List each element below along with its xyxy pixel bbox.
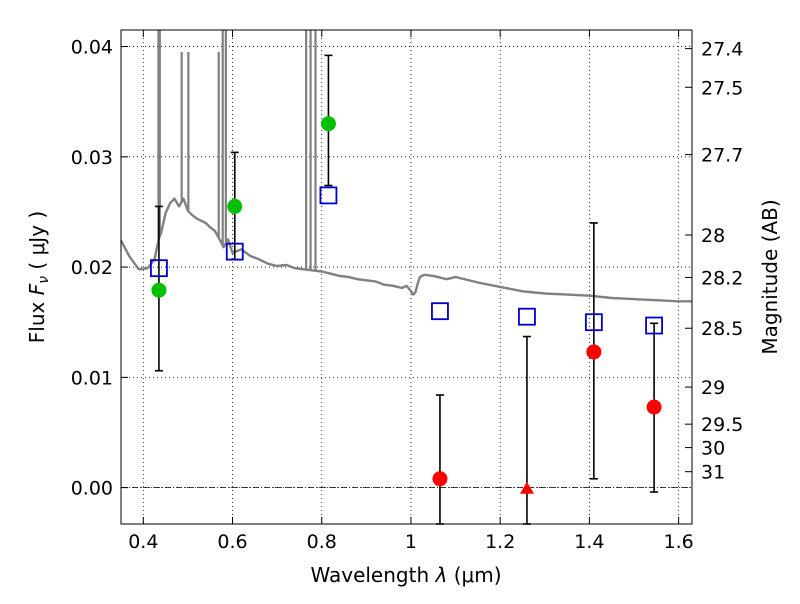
data-point-circle — [227, 198, 243, 214]
axis-layer: 0.4 0.6 0.8 1 1.2 1.4 1.6 0.00 0.01 0.02 0.03 0.04 2… — [71, 30, 743, 553]
marker-layer — [150, 54, 663, 525]
y2-tick-label: 30 — [701, 438, 725, 460]
y2-tick-label: 28.2 — [701, 268, 743, 290]
y-tick-label: 0.04 — [71, 37, 113, 59]
plot-frame — [120, 29, 693, 525]
data-point-square — [645, 316, 663, 335]
model-layer — [119, 30, 692, 303]
x-tick-label: 0.4 — [128, 531, 158, 553]
y2-tick-label: 28 — [701, 225, 725, 247]
y-tick-label: 0.00 — [71, 478, 113, 500]
y-axis-label-unit: ( μJy ) — [25, 211, 49, 270]
y-axis-label-word: Flux — [25, 301, 49, 343]
y-tick-label: 0.03 — [71, 147, 113, 169]
x-axis-label: Wavelength λ (μm) — [310, 563, 501, 587]
data-point-circle — [646, 399, 662, 415]
grid-layer — [121, 30, 692, 524]
data-point-circle — [586, 344, 602, 360]
x-tick-label: 0.6 — [217, 531, 247, 553]
data-point-triangle — [519, 481, 534, 494]
data-point-circle — [320, 116, 336, 132]
y-axis-label: Flux Fν ( μJy ) — [25, 211, 52, 343]
data-point-square — [150, 259, 168, 278]
data-point-circle — [151, 282, 167, 298]
y-tick-label: 0.02 — [71, 257, 113, 279]
x-axis-label-symbol: λ — [435, 563, 448, 587]
model-spectrum-line — [119, 197, 692, 303]
x-axis-label-unit: (μm) — [454, 563, 502, 587]
x-tick-label: 1.2 — [485, 531, 515, 553]
data-point-square — [319, 186, 338, 205]
x-axis-label-word: Wavelength — [310, 563, 429, 587]
y-axis-label-symbol: F — [25, 283, 49, 295]
data-point-square — [431, 302, 449, 321]
x-tick-label: 0.8 — [307, 531, 337, 553]
y2-tick-label: 28.5 — [701, 318, 743, 340]
x-tick-label: 1.6 — [664, 531, 694, 553]
data-point-square — [518, 307, 536, 326]
y2-tick-label: 31 — [701, 462, 725, 484]
y2-tick-label: 29.5 — [701, 414, 743, 436]
y-axis-label-subscript: ν — [36, 276, 52, 284]
y2-tick-label: 27.7 — [701, 145, 743, 167]
x-tick-label: 1 — [405, 531, 417, 553]
data-point-circle — [432, 471, 448, 487]
y-tick-label: 0.01 — [71, 367, 113, 389]
y2-tick-label: 27.5 — [701, 77, 743, 99]
data-point-square — [225, 242, 244, 261]
x-tick-label: 1.4 — [574, 531, 604, 553]
y2-tick-label: 27.4 — [701, 39, 743, 61]
y2-axis-label: Magnitude (AB) — [758, 199, 782, 354]
y2-tick-label: 29 — [701, 377, 725, 399]
data-point-square — [584, 313, 603, 332]
